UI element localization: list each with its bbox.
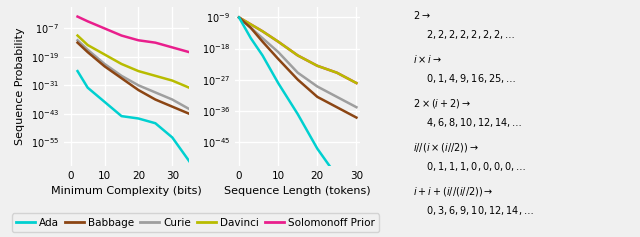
Text: $4, 6, 8, 10, 12, 14, \ldots$: $4, 6, 8, 10, 12, 14, \ldots$ — [426, 116, 522, 129]
Text: $i + i + (i//(i//2)) \rightarrow$: $i + i + (i//(i//2)) \rightarrow$ — [413, 185, 493, 198]
Text: $0, 1, 1, 1, 0, 0, 0, 0, \ldots$: $0, 1, 1, 1, 0, 0, 0, 0, \ldots$ — [426, 160, 526, 173]
Text: $i \times i \rightarrow$: $i \times i \rightarrow$ — [413, 53, 442, 65]
Text: $0, 1, 4, 9, 16, 25, \ldots$: $0, 1, 4, 9, 16, 25, \ldots$ — [426, 72, 516, 85]
Legend: Ada, Babbage, Curie, Davinci, Solomonoff Prior: Ada, Babbage, Curie, Davinci, Solomonoff… — [12, 214, 379, 232]
Text: $2 \times (i+2) \rightarrow$: $2 \times (i+2) \rightarrow$ — [413, 97, 471, 110]
Text: $0, 3, 6, 9, 10, 12, 14, \ldots$: $0, 3, 6, 9, 10, 12, 14, \ldots$ — [426, 204, 533, 217]
Text: $2 \rightarrow$: $2 \rightarrow$ — [413, 9, 431, 22]
Y-axis label: Sequence Probability: Sequence Probability — [15, 28, 25, 145]
Text: $2, 2, 2, 2, 2, 2, 2, \ldots$: $2, 2, 2, 2, 2, 2, 2, \ldots$ — [426, 28, 515, 41]
X-axis label: Sequence Length (tokens): Sequence Length (tokens) — [225, 186, 371, 196]
Text: $i//(i \times (i//2)) \rightarrow$: $i//(i \times (i//2)) \rightarrow$ — [413, 141, 479, 154]
X-axis label: Minimum Complexity (bits): Minimum Complexity (bits) — [51, 186, 202, 196]
